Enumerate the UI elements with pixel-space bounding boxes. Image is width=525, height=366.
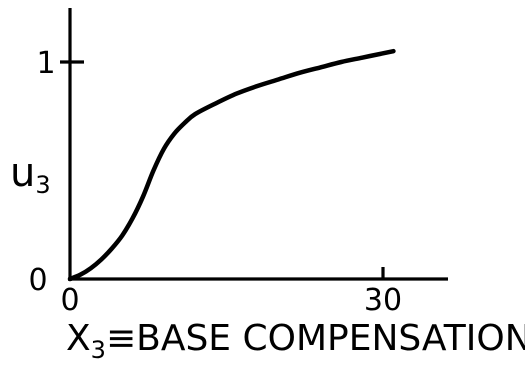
- x-axis-label-main: X: [66, 318, 91, 359]
- x-axis-label: X3≡BASE COMPENSATION: [66, 318, 525, 364]
- y-axis-label-subscript: 3: [35, 171, 50, 199]
- series-line: [67, 48, 396, 282]
- x-axis-label-rest: ≡BASE COMPENSATION: [106, 318, 525, 359]
- x-axis-label-subscript: 3: [91, 336, 106, 364]
- axis-ticks: 0 30 0 1: [28, 46, 402, 318]
- plot-area: 0 30 0 1: [28, 8, 448, 318]
- x-tick-label: 0: [60, 283, 79, 318]
- series-layer: [67, 48, 396, 282]
- y-axis-label: u3: [10, 150, 51, 199]
- y-tick-label: 1: [36, 46, 55, 81]
- x-tick-label: 30: [364, 283, 402, 318]
- y-tick-label: 0: [28, 263, 47, 298]
- y-axis-label-main: u: [10, 150, 35, 196]
